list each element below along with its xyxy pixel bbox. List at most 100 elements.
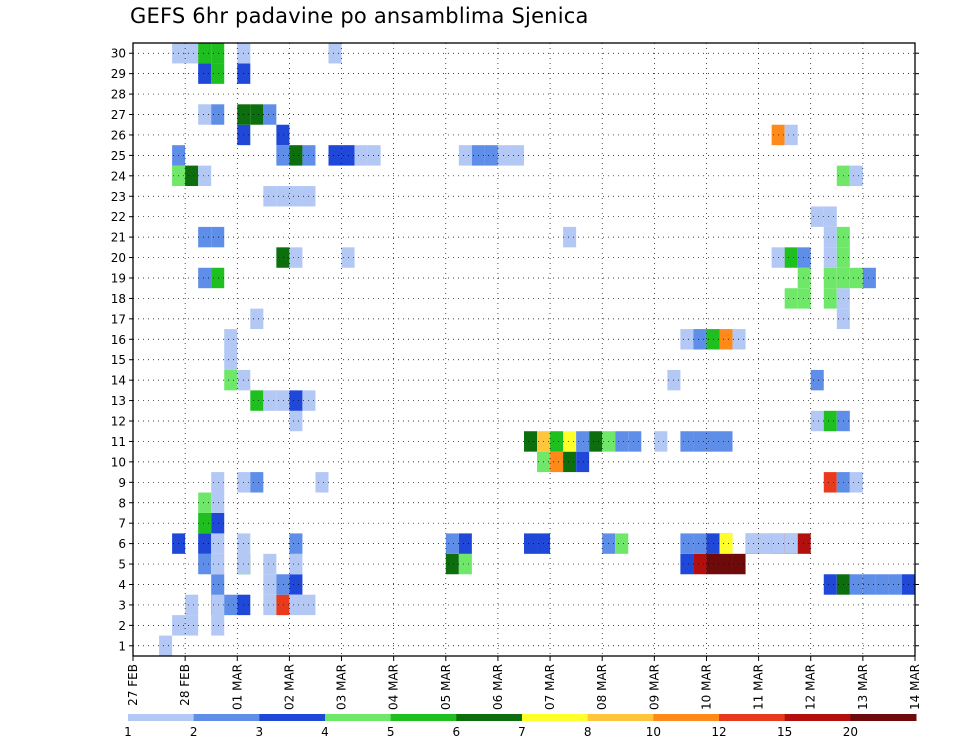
heat-cell (823, 574, 837, 595)
heat-cell (693, 533, 707, 554)
heat-cell (524, 533, 538, 554)
y-tick-label: 28 (111, 88, 126, 102)
heat-cell (862, 574, 876, 595)
legend-label: 5 (387, 725, 395, 739)
legend-swatch (390, 714, 457, 721)
heat-cell (615, 533, 629, 554)
heat-cell (784, 288, 798, 309)
y-tick-label: 4 (118, 578, 126, 592)
legend-label: 20 (843, 725, 858, 739)
heat-cell (797, 533, 811, 554)
cells-layer (159, 43, 915, 656)
heat-cell (784, 124, 798, 146)
heat-cell (263, 104, 277, 125)
legend-swatch (128, 714, 195, 721)
y-tick-label: 2 (118, 619, 126, 633)
heat-cell (250, 390, 264, 411)
x-tick-label: 14 MAR (908, 664, 922, 710)
x-tick-label: 10 MAR (699, 664, 713, 710)
heat-cell (198, 165, 212, 187)
heat-cell (211, 267, 225, 289)
y-tick-label: 7 (118, 517, 126, 531)
legend-swatch (456, 714, 523, 721)
legend-label: 1 (124, 725, 132, 739)
heat-cell (211, 533, 225, 554)
heat-cell (810, 369, 824, 391)
heat-cell (615, 431, 629, 452)
heat-cell (328, 145, 342, 166)
legend-label: 4 (321, 725, 329, 739)
heat-cell (732, 329, 746, 350)
heat-cell (198, 512, 212, 534)
y-axis: 1234567891011121314151617181920212223242… (111, 47, 919, 653)
heat-cell (849, 267, 863, 289)
y-tick-label: 6 (118, 537, 126, 551)
heat-cell (680, 329, 694, 350)
heat-cell (510, 145, 524, 166)
heat-cell (198, 553, 212, 575)
heat-cell (550, 451, 564, 473)
heat-cell (250, 472, 264, 493)
legend-swatch (193, 714, 260, 721)
heat-cell (211, 594, 225, 616)
y-tick-label: 24 (111, 169, 126, 183)
x-tick-label: 01 MAR (230, 664, 244, 710)
heat-cell (211, 553, 225, 575)
heat-cell (719, 329, 733, 350)
heat-cell (289, 145, 303, 166)
legend-label: 6 (453, 725, 461, 739)
legend-swatch (719, 714, 786, 721)
x-tick-label: 27 FEB (126, 664, 140, 706)
heat-cell (706, 533, 720, 554)
heat-cell (263, 553, 277, 575)
heat-cell (263, 594, 277, 616)
heat-cell (680, 553, 694, 575)
heat-cell (289, 574, 303, 595)
heat-cell (797, 247, 811, 268)
heat-cell (224, 594, 238, 616)
heat-cell (211, 472, 225, 493)
heat-cell (224, 349, 238, 370)
heat-cell (693, 431, 707, 452)
legend-label: 8 (584, 725, 592, 739)
y-tick-label: 25 (111, 149, 126, 163)
heat-cell (211, 615, 225, 636)
y-tick-label: 22 (111, 210, 126, 224)
heat-cell (276, 574, 290, 595)
y-tick-label: 10 (111, 455, 126, 469)
heat-cell (862, 267, 876, 289)
heat-cell (823, 267, 837, 289)
heat-cell (875, 574, 889, 595)
heat-cell (524, 431, 538, 452)
heat-cell (276, 247, 290, 268)
heat-cell (289, 390, 303, 411)
x-tick-label: 03 MAR (335, 664, 349, 710)
heat-cell (185, 615, 199, 636)
legend-label: 2 (190, 725, 198, 739)
heat-cell (797, 267, 811, 289)
heat-cell (367, 145, 381, 166)
x-tick-label: 09 MAR (647, 664, 661, 710)
heat-cell (198, 104, 212, 125)
chart-title: GEFS 6hr padavine po ansamblima Sjenica (130, 4, 589, 28)
legend-swatch (850, 714, 917, 721)
legend-swatch (325, 714, 392, 721)
heat-cell (445, 553, 459, 575)
legend-swatch (587, 714, 654, 721)
y-tick-label: 17 (111, 312, 126, 326)
x-tick-label: 08 MAR (595, 664, 609, 710)
heat-cell (211, 104, 225, 125)
heat-cell (159, 635, 173, 656)
heat-cell (784, 533, 798, 554)
y-tick-label: 16 (111, 333, 126, 347)
y-tick-label: 29 (111, 67, 126, 81)
legend-label: 10 (646, 725, 661, 739)
heat-cell (784, 247, 798, 268)
x-tick-label: 06 MAR (491, 664, 505, 710)
y-tick-label: 9 (118, 476, 126, 490)
heat-cell (693, 329, 707, 350)
heat-cell (706, 553, 720, 575)
heat-cell (706, 431, 720, 452)
y-tick-label: 21 (111, 231, 126, 245)
heat-cell (823, 247, 837, 268)
